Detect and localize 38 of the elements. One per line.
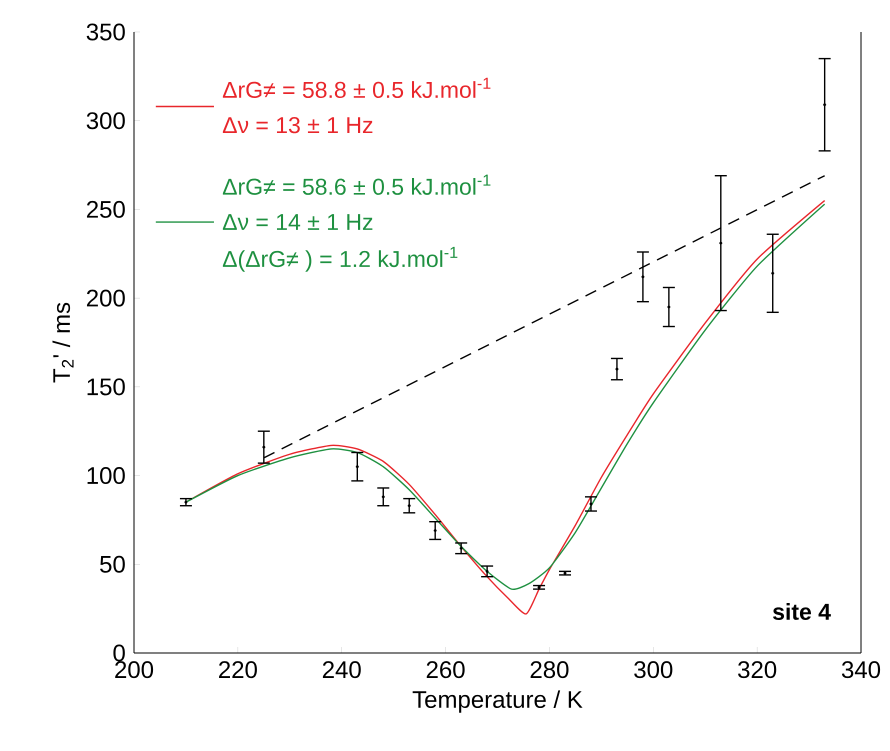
x-tick-label: 340	[842, 661, 880, 678]
point	[356, 465, 359, 468]
point	[641, 275, 644, 278]
x-tick-label: 320	[738, 661, 776, 678]
point	[615, 368, 618, 371]
x-tick-label: 220	[219, 661, 257, 678]
point	[486, 570, 489, 573]
x-tick-label: 260	[426, 661, 465, 678]
x-tick-label: 200	[115, 661, 154, 678]
y-tick-label: 0	[113, 644, 125, 662]
point	[460, 546, 463, 550]
point	[408, 504, 411, 508]
x-tick-label: 300	[634, 661, 672, 678]
y-tick-label: 300	[86, 112, 125, 130]
point	[771, 272, 774, 275]
annotation: Δν = 14 ± 1 Hz	[222, 214, 372, 230]
y-tick-label: 200	[86, 290, 125, 307]
text: ΔrG≠ = 58.6 ± 0.5 kJ.mol$^{-1}$	[222, 174, 490, 195]
point	[589, 502, 592, 506]
annotation: Δν = 13 ± 1 Hz	[222, 116, 372, 134]
y-tick-label: 250	[86, 200, 125, 218]
x-axis-title: Temperature / K	[412, 690, 583, 713]
y-tick-label: 350	[86, 23, 125, 40]
point	[667, 306, 670, 308]
y-axis-title: T$_{2}$' / ms	[52, 302, 74, 382]
point	[382, 495, 385, 498]
point	[434, 529, 437, 532]
y-tick-label: 150	[88, 378, 125, 396]
point	[719, 242, 722, 245]
text: ΔrG≠ = 58.8 ± 0.5 kJ.mol$^{-1}$	[222, 78, 490, 98]
point	[823, 103, 826, 106]
y-tick-label: 100	[88, 467, 125, 484]
y-tick-label: 50	[100, 556, 125, 573]
x-tick-label: 240	[322, 661, 361, 678]
annotation: Δ(ΔrG≠ ) = 1.2 kJ.mol$^{-1}$	[222, 246, 458, 272]
x-tick-label: 280	[530, 661, 569, 678]
point	[262, 446, 266, 449]
annotation: site 4	[773, 603, 831, 620]
